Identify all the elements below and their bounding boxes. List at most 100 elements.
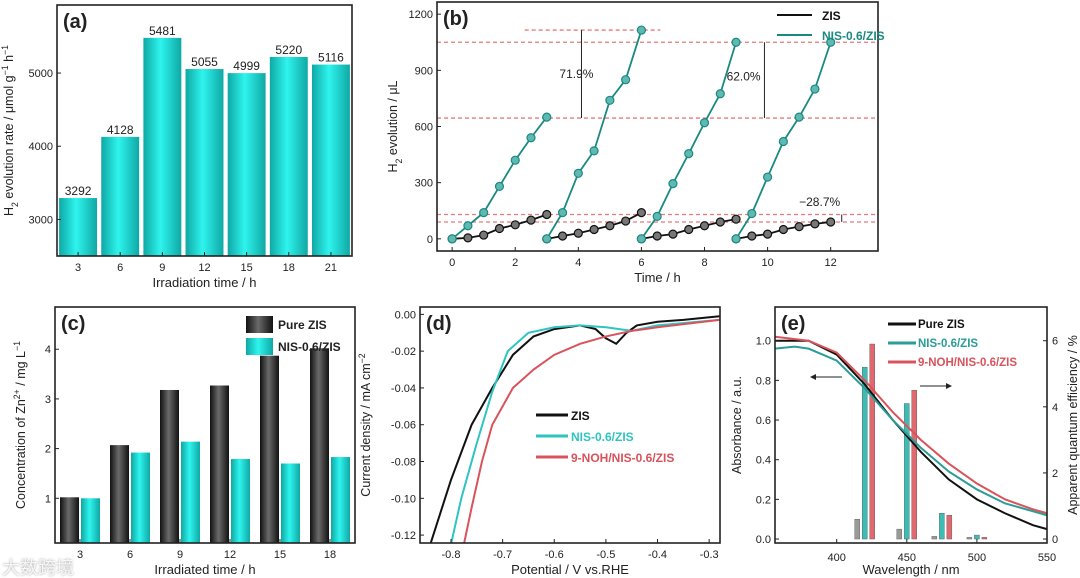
y-tick-label: 1.0 bbox=[756, 336, 771, 348]
y-tick-label: 0.0 bbox=[756, 534, 771, 546]
x-tick-label: 21 bbox=[325, 262, 337, 274]
data-label: 4128 bbox=[107, 123, 134, 137]
aqe-bar bbox=[862, 366, 868, 540]
bar bbox=[185, 69, 224, 256]
curves bbox=[429, 315, 720, 543]
aqe-bar bbox=[939, 513, 945, 540]
bar bbox=[227, 73, 266, 256]
series-line bbox=[774, 345, 1048, 517]
data-point bbox=[652, 211, 662, 221]
data-point bbox=[526, 215, 536, 225]
data-label: 4999 bbox=[233, 59, 260, 73]
x-tick-label: -0.8 bbox=[441, 549, 460, 561]
data-point bbox=[778, 136, 788, 147]
data-point bbox=[542, 234, 552, 244]
y-tick-label: 4 bbox=[1052, 402, 1058, 414]
y-tick-label: 0 bbox=[1052, 534, 1058, 546]
x-axis-label: Potential / V vs.RHE bbox=[511, 562, 629, 577]
x-tick-label: 500 bbox=[968, 552, 986, 564]
data-point bbox=[557, 231, 568, 241]
data-point bbox=[794, 222, 804, 232]
data-point bbox=[636, 25, 647, 35]
legend-label: Pure ZIS bbox=[278, 318, 327, 332]
y-tick-label: 0.00 bbox=[395, 309, 416, 321]
series-line bbox=[640, 41, 737, 240]
bar bbox=[60, 497, 79, 543]
y-axis-label: H2 evolution rate / μmol g−1 h−1 bbox=[0, 45, 20, 216]
y-tick-label: -0.12 bbox=[391, 530, 416, 542]
bar bbox=[110, 445, 129, 543]
x-tick-label: -0.5 bbox=[596, 549, 615, 561]
x-tick-label: 6 bbox=[117, 262, 123, 274]
data-point bbox=[668, 229, 678, 239]
plot-frame bbox=[419, 306, 721, 544]
data-label: 5220 bbox=[275, 43, 302, 57]
y-axis-label: Current density / mA cm−2 bbox=[357, 353, 373, 496]
data-point bbox=[636, 208, 647, 218]
data-point bbox=[794, 112, 804, 122]
bar bbox=[81, 498, 100, 543]
data-point bbox=[447, 234, 457, 244]
data-point bbox=[573, 168, 583, 178]
x-tick-label: 0 bbox=[449, 257, 455, 269]
aqe-bar bbox=[854, 519, 860, 540]
data-point bbox=[715, 89, 725, 99]
label-part: evolution / μL bbox=[386, 80, 400, 158]
data-point bbox=[762, 172, 773, 182]
y-tick-label: 300 bbox=[415, 178, 433, 190]
x-tick-label: 450 bbox=[898, 552, 916, 564]
bar bbox=[310, 348, 329, 543]
aqe-bar bbox=[896, 528, 902, 540]
x-tick-label: 6 bbox=[638, 257, 644, 269]
y-axis-label: H2 evolution / μL bbox=[386, 80, 404, 172]
label-part: Current density / mA cm bbox=[359, 363, 373, 496]
bar bbox=[210, 385, 229, 543]
legend-swatch bbox=[246, 338, 273, 355]
bar bbox=[181, 441, 200, 543]
bar bbox=[231, 459, 250, 543]
x-tick-label: 400 bbox=[828, 552, 846, 564]
panel-e: 400 450 500 550 0.0 0.2 0.4 0.6 0.8 1.0 0 2 4 6 Pure Z… bbox=[730, 306, 1080, 577]
label-part: −1 bbox=[12, 341, 22, 351]
data-point bbox=[810, 84, 820, 94]
x-tick-label: 2 bbox=[512, 257, 518, 269]
data-point bbox=[621, 75, 631, 85]
legend-label: NIS-0.6/ZIS bbox=[571, 430, 634, 444]
data-point bbox=[636, 234, 647, 244]
data-point bbox=[479, 208, 489, 218]
data-point bbox=[542, 209, 552, 220]
label-part: −1 bbox=[0, 65, 10, 75]
bar bbox=[59, 198, 98, 256]
data-point bbox=[605, 221, 615, 231]
plot-frame bbox=[54, 306, 356, 544]
data-label: 3292 bbox=[65, 184, 92, 198]
panel-d: -0.8 -0.7 -0.6 -0.5 -0.4 -0.3 0.00 -0.02 -0.04 -0… bbox=[357, 306, 721, 577]
x-tick-label: 550 bbox=[1038, 552, 1056, 564]
x-tick-label: 18 bbox=[324, 549, 336, 561]
legend-label: NIS-0.6/ZIS bbox=[278, 340, 341, 354]
y-axis-label: Concentration of Zn2+ / mg L−1 bbox=[12, 341, 28, 509]
x-tick-label: 15 bbox=[274, 549, 286, 561]
label-part: H bbox=[2, 207, 16, 216]
bar bbox=[311, 64, 350, 256]
legend-label: NIS-0.6/ZIS bbox=[822, 29, 885, 43]
bar bbox=[260, 355, 279, 543]
x-tick-label: -0.4 bbox=[648, 549, 667, 561]
data-point bbox=[557, 208, 568, 218]
y-axis-label-right: Apparent quantum efficiency / % bbox=[1066, 335, 1080, 515]
x-axis-label: Irradiated time / h bbox=[154, 562, 255, 577]
legend-label: Pure ZIS bbox=[918, 319, 965, 331]
bar bbox=[160, 389, 179, 543]
data-point bbox=[826, 37, 836, 47]
data-point bbox=[778, 224, 788, 235]
data-point bbox=[494, 181, 505, 192]
bar bbox=[131, 452, 150, 543]
y-tick-label: 4000 bbox=[29, 141, 53, 153]
x-tick-label: 15 bbox=[241, 262, 253, 274]
label-part: −2 bbox=[357, 353, 367, 363]
series-line bbox=[429, 315, 720, 543]
x-axis-label: Irradiation time / h bbox=[152, 275, 256, 290]
data-label: 5055 bbox=[191, 55, 218, 69]
panel-label: (d) bbox=[426, 313, 452, 335]
